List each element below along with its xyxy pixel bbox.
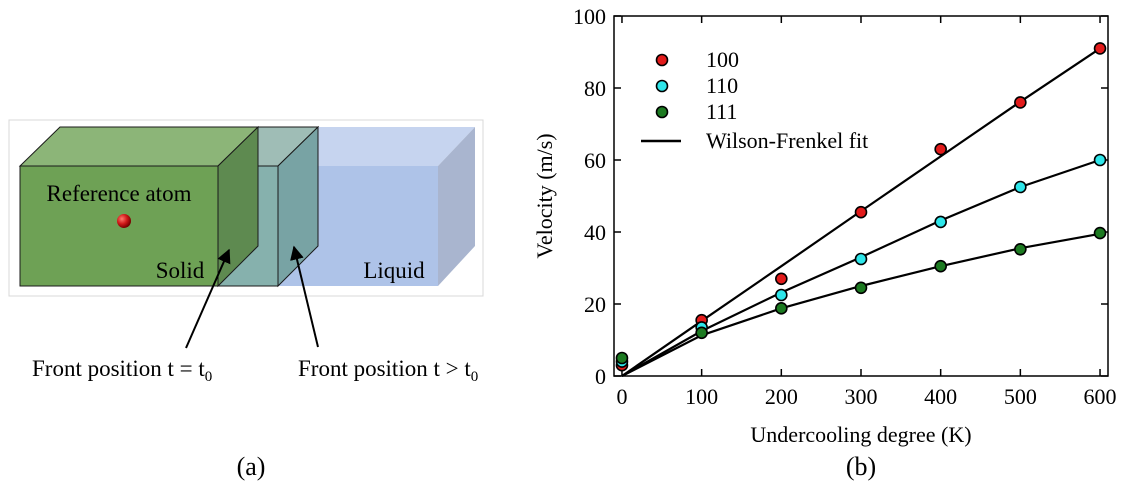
y-axis: 0 20 40 60 80 100 — [573, 4, 1108, 389]
fit-line — [621, 158, 1101, 377]
panel-a-label: (a) — [237, 452, 266, 481]
data-point-100 — [1093, 42, 1107, 55]
legend-label-fit: Wilson-Frenkel fit — [706, 128, 868, 153]
y-tick-label: 20 — [584, 292, 606, 317]
data-point-111 — [1093, 226, 1107, 240]
data-point-100 — [854, 205, 868, 219]
data-point-111 — [934, 259, 947, 273]
data-point-110 — [934, 215, 947, 229]
plot-frame — [613, 15, 1109, 377]
data-point-110 — [854, 252, 868, 266]
data-point-111 — [695, 326, 708, 340]
legend-label-110: 110 — [706, 73, 738, 98]
data-point-110 — [1014, 180, 1027, 194]
y-tick-label: 80 — [584, 76, 606, 101]
x-tick-label: 0 — [616, 384, 627, 409]
panel-a-frame — [8, 119, 484, 297]
front-t0-label: Front position t = t0 — [32, 356, 212, 385]
x-tick-label: 400 — [924, 384, 957, 409]
front-t-label: Front position t > t0 — [298, 356, 478, 385]
data-point-110 — [775, 288, 788, 302]
x-axis-label: Undercooling degree (K) — [750, 422, 971, 447]
y-tick-label: 40 — [584, 220, 606, 245]
legend-marker-111 — [655, 105, 669, 119]
front-t-arrow — [290, 245, 319, 348]
x-tick-label: 600 — [1084, 384, 1117, 409]
data-point-111 — [775, 302, 788, 315]
y-axis-label: Velocity (m/s) — [532, 133, 557, 258]
panel-a: Reference atom Solid Liquid Front positi… — [8, 119, 484, 481]
x-tick-label: 300 — [845, 384, 878, 409]
data-point-111 — [1014, 242, 1027, 256]
data-point-110 — [1093, 153, 1107, 167]
front-t0-arrow — [185, 248, 231, 349]
data-point-100 — [1014, 96, 1027, 109]
reference-atom — [117, 214, 131, 228]
y-tick-label: 0 — [595, 364, 606, 389]
liquid-label: Liquid — [363, 258, 425, 283]
legend-marker-110 — [655, 79, 669, 93]
panel-b-label: (b) — [846, 452, 876, 481]
y-tick-label: 60 — [584, 148, 606, 173]
data-points — [615, 42, 1107, 372]
solid-label: Solid — [156, 258, 205, 283]
panel-b: 0 100 200 300 400 500 600 0 20 40 60 80 100 Underco… — [532, 4, 1117, 481]
solid-region — [18, 125, 260, 288]
data-point-111 — [615, 351, 629, 365]
data-point-111 — [854, 281, 868, 295]
legend-marker-100 — [655, 53, 669, 67]
x-tick-label: 100 — [685, 384, 718, 409]
reference-atom-label: Reference atom — [47, 181, 192, 206]
y-tick-label: 100 — [573, 4, 606, 29]
x-axis: 0 100 200 300 400 500 600 — [616, 16, 1117, 409]
legend: 100 110 111 Wilson-Frenkel fit — [641, 47, 868, 153]
data-point-100 — [934, 142, 947, 156]
x-tick-label: 200 — [765, 384, 798, 409]
legend-label-100: 100 — [706, 47, 739, 72]
data-point-100 — [775, 272, 788, 286]
x-tick-label: 500 — [1004, 384, 1037, 409]
legend-label-111: 111 — [706, 99, 737, 124]
